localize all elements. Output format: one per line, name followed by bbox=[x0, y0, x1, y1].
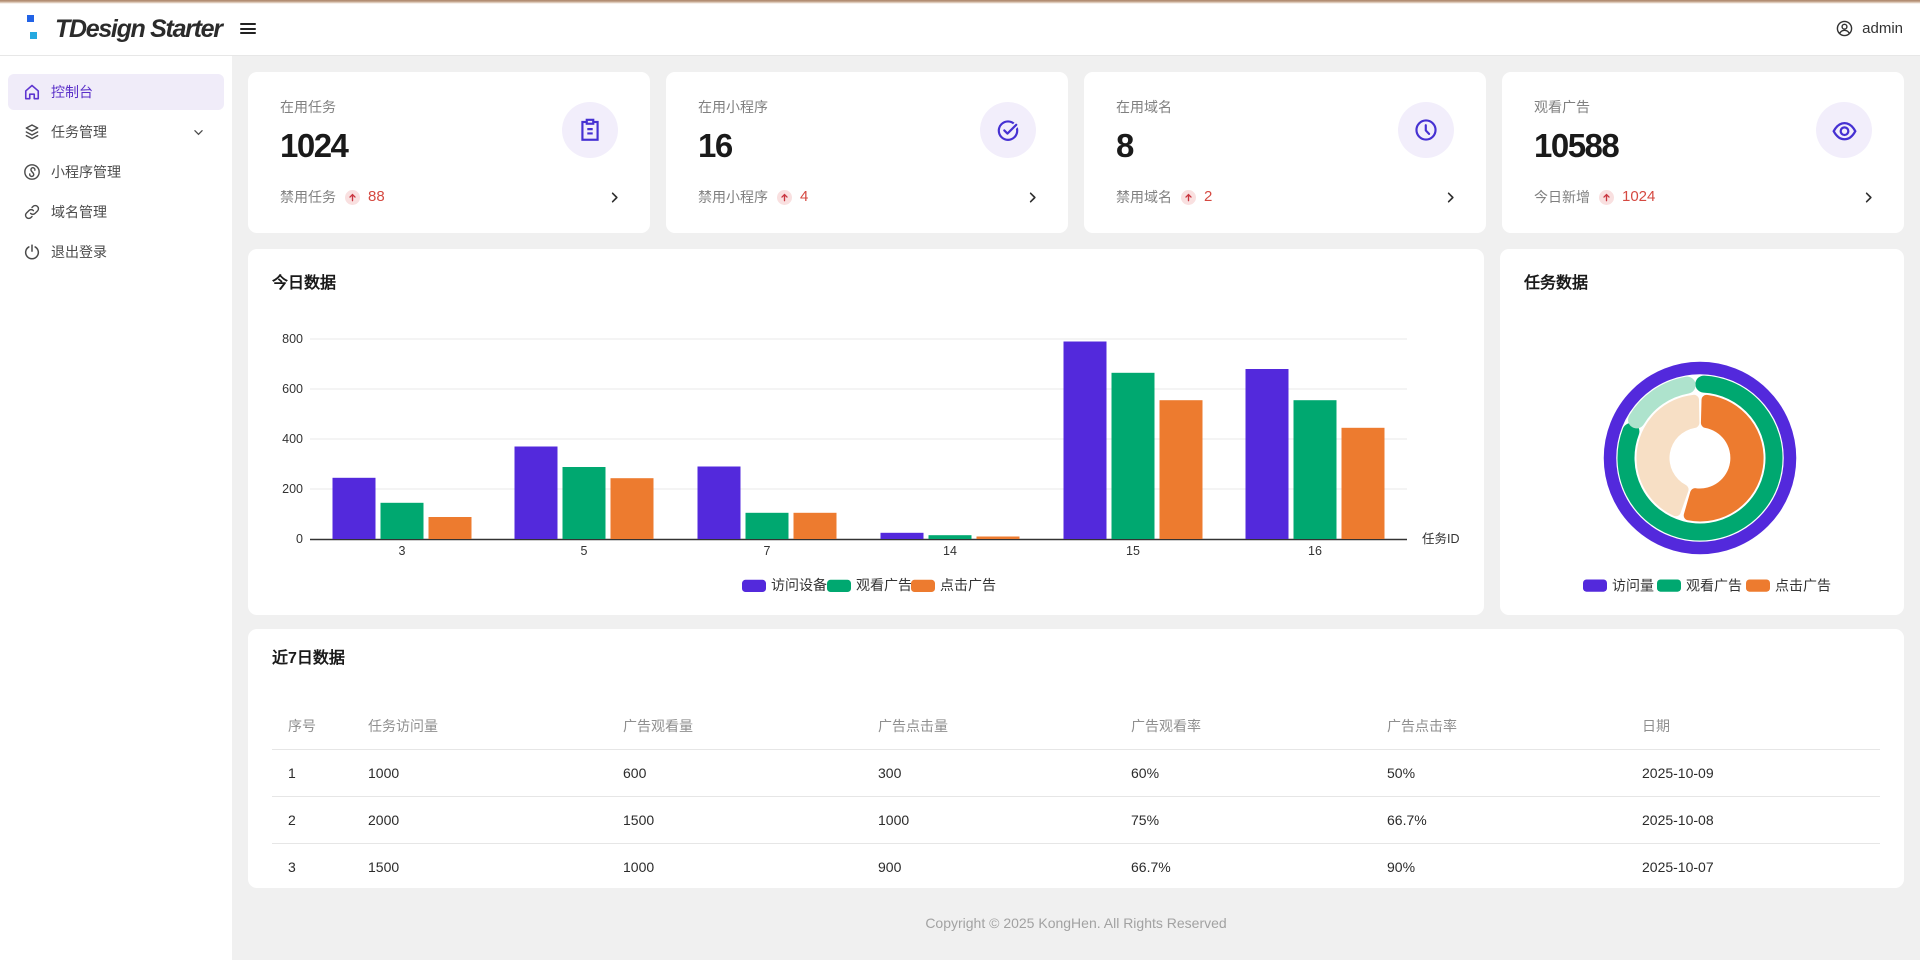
svg-text:15: 15 bbox=[1126, 544, 1140, 558]
svg-text:访问设备: 访问设备 bbox=[771, 577, 827, 593]
svg-text:14: 14 bbox=[943, 544, 957, 558]
svg-text:7: 7 bbox=[764, 544, 771, 558]
svg-text:点击广告: 点击广告 bbox=[1775, 577, 1831, 593]
svg-text:访问量: 访问量 bbox=[1612, 577, 1654, 593]
svg-text:5: 5 bbox=[581, 544, 588, 558]
svg-text:观看广告: 观看广告 bbox=[1686, 577, 1742, 593]
svg-text:点击广告: 点击广告 bbox=[940, 577, 996, 593]
svg-text:观看广告: 观看广告 bbox=[856, 577, 912, 593]
svg-text:16: 16 bbox=[1308, 544, 1322, 558]
svg-text:400: 400 bbox=[282, 432, 303, 446]
svg-text:600: 600 bbox=[282, 382, 303, 396]
svg-text:0: 0 bbox=[296, 532, 303, 546]
svg-text:800: 800 bbox=[282, 332, 303, 346]
svg-text:200: 200 bbox=[282, 482, 303, 496]
svg-text:3: 3 bbox=[399, 544, 406, 558]
svg-text:任务ID: 任务ID bbox=[1422, 531, 1460, 546]
